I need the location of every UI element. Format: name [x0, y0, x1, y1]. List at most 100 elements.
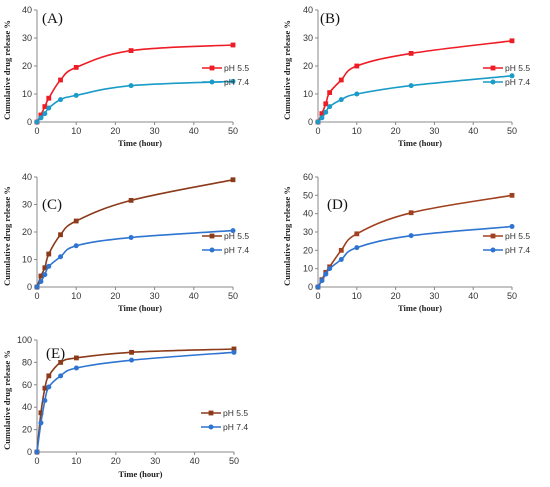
x-tick-label: 10 — [352, 291, 362, 301]
y-tick-label: 60 — [22, 380, 32, 390]
series-line — [36, 351, 235, 453]
chart-panel-4: 0 10 20 30 40 50 60 0 10 20 30 40 50 Time (hour) Cumul… — [282, 172, 530, 313]
data-point-circle — [128, 83, 134, 89]
x-tick-label: 20 — [391, 126, 401, 136]
series-pH-7_4 — [315, 224, 515, 290]
data-point-circle — [323, 271, 329, 277]
y-tick-label: 0 — [27, 447, 32, 457]
y-tick-label: 30 — [303, 227, 313, 237]
data-point-circle — [230, 78, 236, 84]
data-point-circle — [338, 97, 344, 103]
series-line — [36, 229, 234, 288]
data-point-square — [354, 231, 360, 237]
data-point-square — [323, 101, 329, 107]
data-point-circle — [46, 384, 52, 390]
data-point-square — [42, 265, 48, 271]
x-tick-label: 30 — [150, 126, 160, 136]
legend-label: pH 7.4 — [223, 422, 248, 432]
data-point-circle — [315, 119, 321, 125]
legend: pH 5.5 pH 7.4 — [202, 231, 249, 255]
legend-marker-square — [209, 233, 215, 239]
y-tick-label: 0 — [308, 117, 313, 127]
panel-label: (C) — [42, 197, 62, 213]
data-point-circle — [319, 115, 325, 121]
legend-marker-square — [490, 233, 496, 239]
y-tick-label: 0 — [27, 117, 32, 127]
y-tick-label: 10 — [303, 89, 313, 99]
x-tick-label: 30 — [150, 291, 160, 301]
y-tick-label: 40 — [22, 5, 32, 15]
y-tick-label: 20 — [22, 227, 32, 237]
legend-label: pH 5.5 — [224, 63, 249, 73]
x-axis-title: Time (hour) — [118, 303, 162, 313]
data-point-square — [319, 111, 325, 116]
y-axis-title: Cumulative drug release % — [2, 20, 12, 120]
legend-label: pH 5.5 — [505, 63, 530, 73]
y-tick-label: 100 — [17, 335, 32, 345]
panel-label: (E) — [46, 346, 65, 362]
series-pH-5_5 — [34, 42, 236, 125]
data-point-circle — [327, 266, 333, 272]
data-point-circle — [46, 105, 52, 111]
data-point-square — [58, 232, 63, 238]
legend-marker-circle — [208, 424, 214, 430]
data-point-circle — [34, 449, 40, 455]
data-point-square — [509, 38, 515, 44]
x-tick-label: 10 — [71, 126, 81, 136]
x-axis-title: Time (hour) — [119, 469, 163, 479]
data-point-circle — [38, 420, 44, 426]
data-point-circle — [38, 115, 44, 121]
y-tick-label: 10 — [303, 264, 313, 274]
legend-marker-circle — [209, 247, 215, 253]
data-point-square — [73, 65, 79, 70]
x-axis-title: Time (hour) — [118, 138, 162, 148]
x-tick-label: 20 — [391, 291, 401, 301]
y-axis-title: Cumulative drug release % — [2, 186, 12, 286]
data-point-square — [129, 349, 134, 355]
y-tick-label: 50 — [303, 190, 313, 200]
legend: pH 5.5 pH 7.4 — [483, 231, 530, 255]
data-point-circle — [34, 119, 40, 125]
series-pH-7_4 — [34, 78, 236, 125]
series-pH-5_5 — [315, 38, 515, 125]
y-tick-label: 20 — [22, 425, 32, 435]
data-point-square — [231, 346, 237, 352]
legend-label: pH 7.4 — [505, 77, 530, 87]
data-point-square — [73, 218, 79, 224]
data-point-circle — [58, 373, 64, 379]
data-point-circle — [354, 245, 360, 251]
x-tick-label: 0 — [34, 291, 39, 301]
x-tick-label: 50 — [507, 126, 517, 136]
panel-label: (D) — [327, 197, 348, 213]
data-point-square — [42, 104, 48, 109]
data-point-square — [58, 360, 64, 365]
chart-panel-2: 0 10 20 30 40 0 10 20 30 40 50 Time (hour) Cumulativ… — [282, 5, 530, 148]
x-tick-label: 40 — [468, 291, 478, 301]
data-point-square — [338, 247, 344, 253]
y-tick-label: 80 — [22, 357, 32, 367]
data-point-square — [509, 192, 515, 198]
series-pH-7_4 — [34, 349, 237, 455]
panel-label: (B) — [320, 11, 340, 27]
x-tick-label: 10 — [352, 126, 362, 136]
x-tick-label: 50 — [228, 126, 238, 136]
series-pH-5_5 — [34, 177, 236, 290]
y-tick-label: 40 — [303, 5, 313, 15]
y-axis-title: Cumulative drug release % — [2, 350, 12, 450]
data-point-circle — [46, 263, 52, 269]
x-tick-label: 10 — [71, 456, 81, 466]
data-point-circle — [42, 111, 48, 117]
data-point-circle — [58, 254, 64, 260]
x-tick-label: 0 — [315, 126, 320, 136]
data-point-circle — [323, 109, 329, 115]
series-line — [317, 75, 513, 123]
x-tick-label: 30 — [150, 456, 160, 466]
data-point-circle — [327, 104, 333, 110]
series-line — [36, 44, 234, 123]
data-point-circle — [230, 228, 236, 234]
legend-marker-square — [490, 65, 496, 71]
y-tick-label: 30 — [22, 33, 32, 43]
data-point-circle — [509, 224, 515, 229]
series-line — [317, 40, 513, 123]
